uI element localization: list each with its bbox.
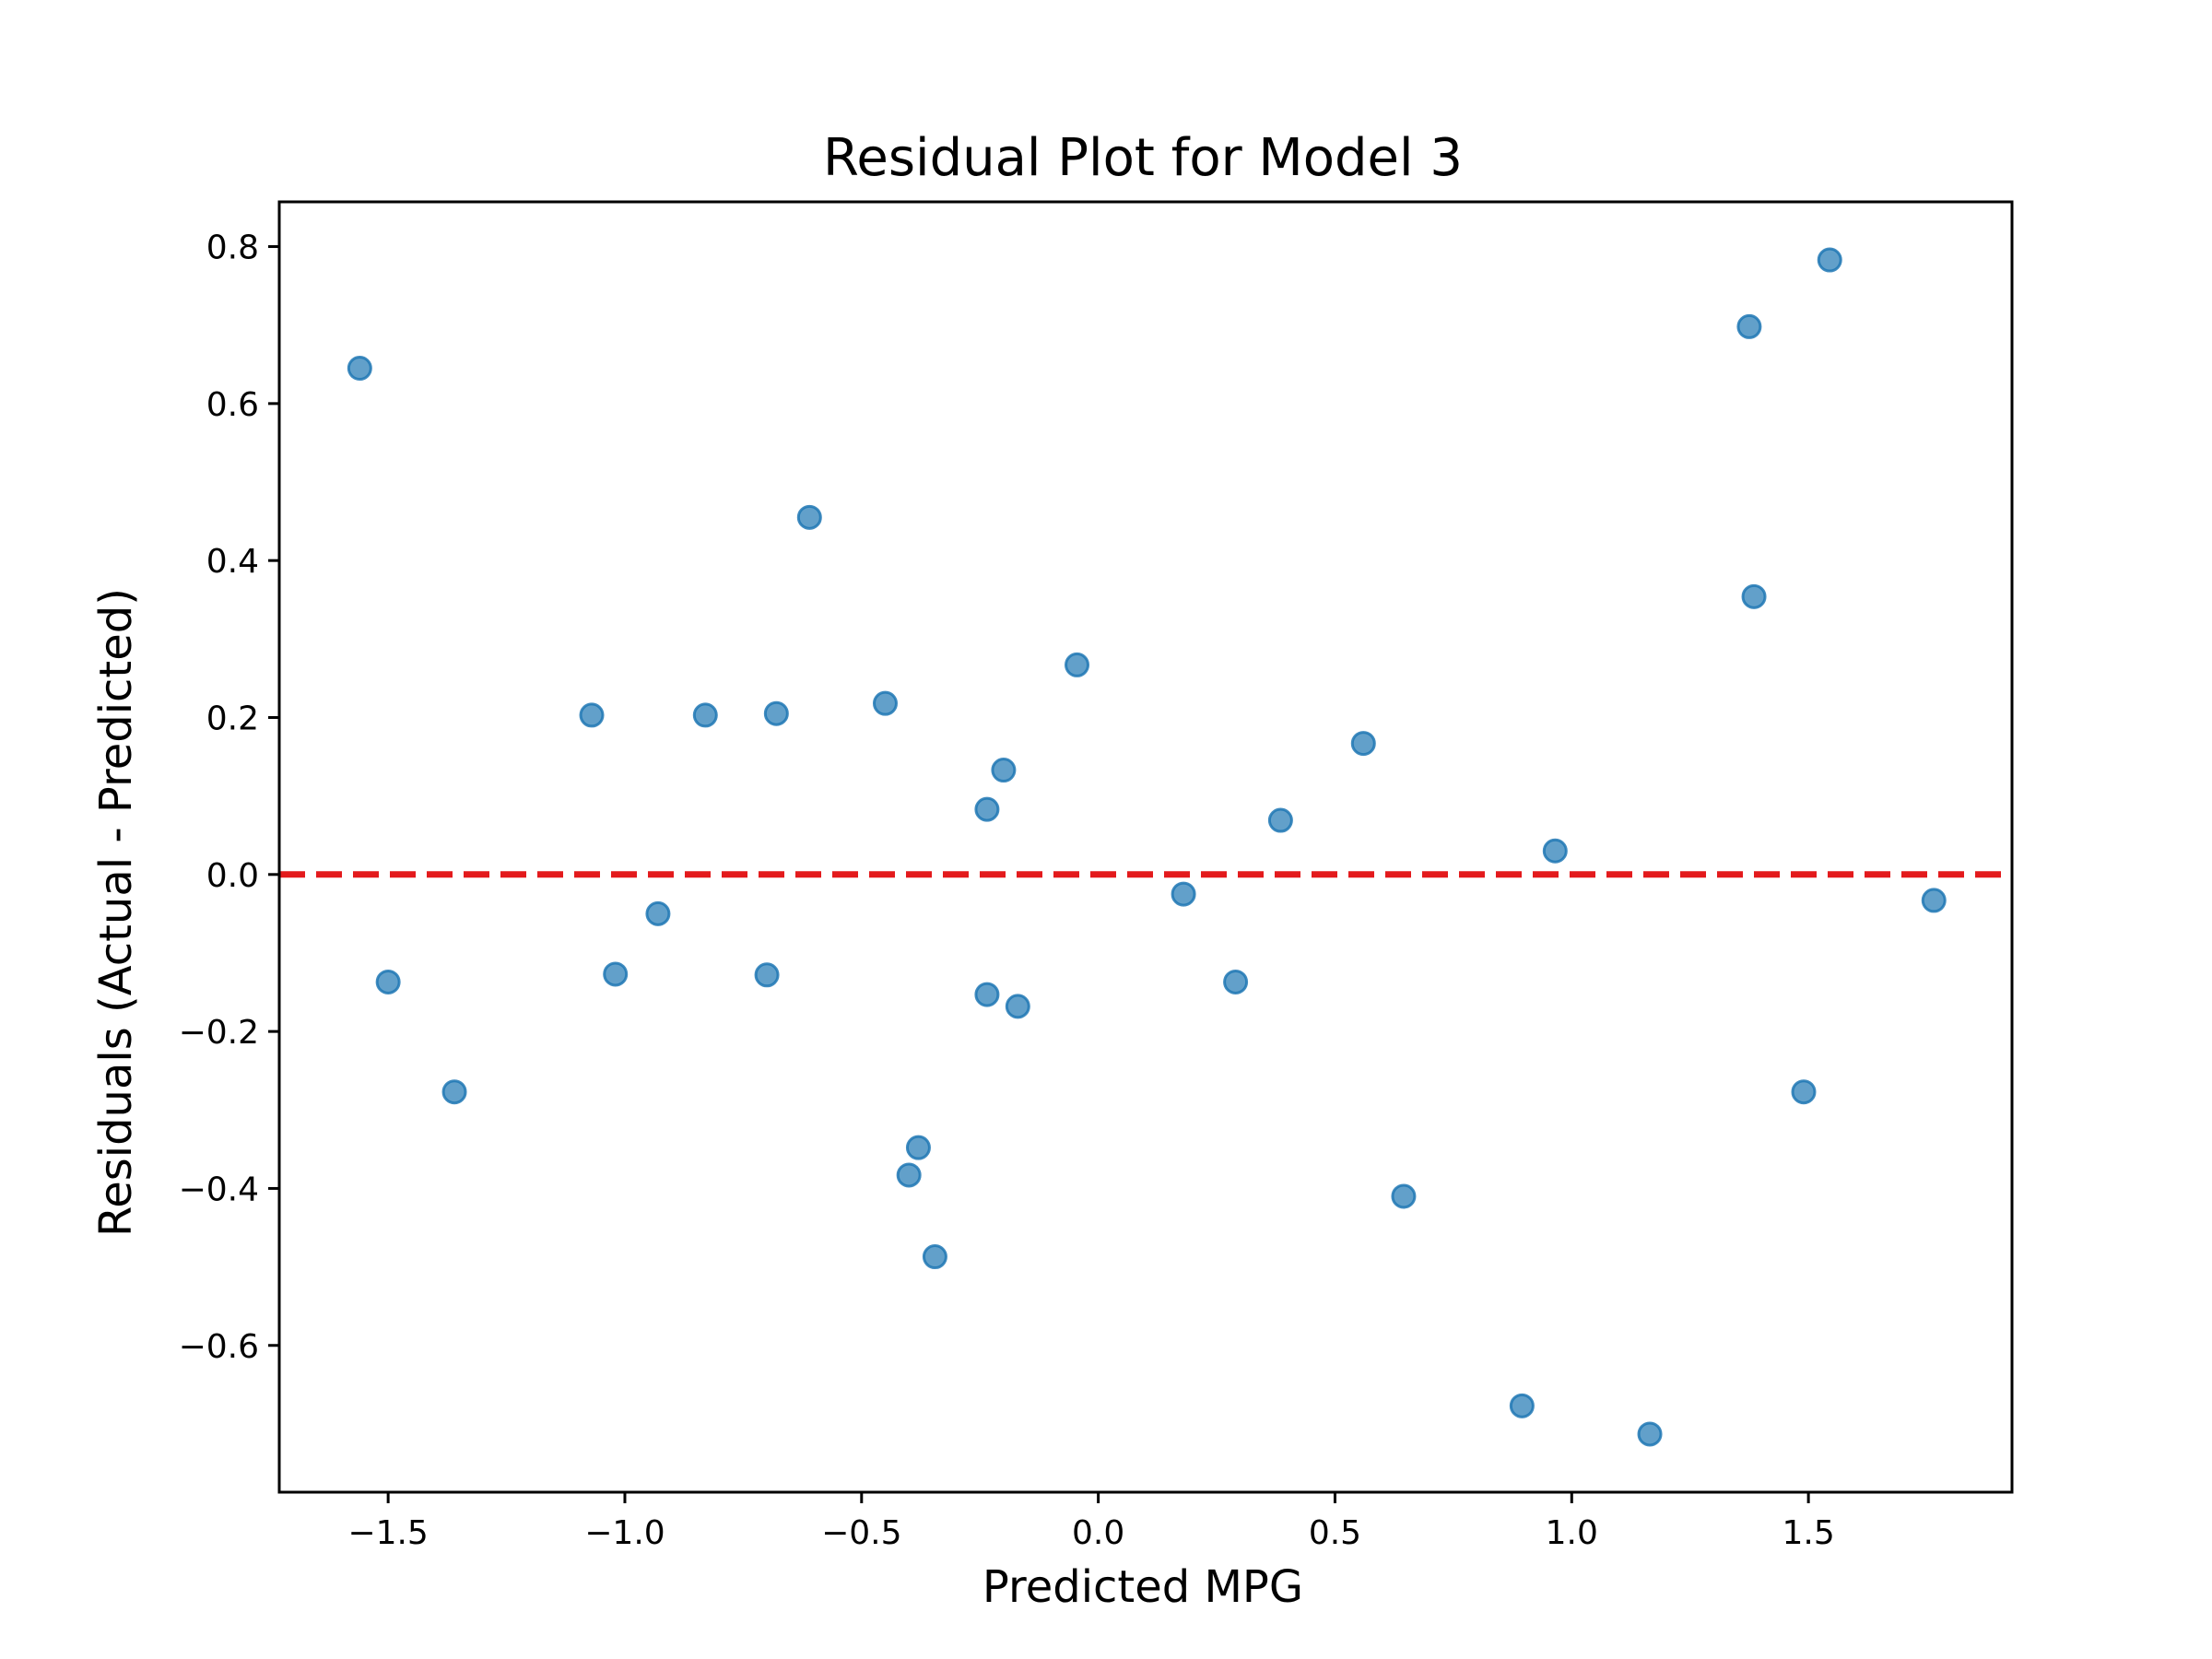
data-point-23: [1391, 1183, 1417, 1209]
data-point-0: [347, 356, 372, 382]
data-point-19: [1171, 881, 1196, 907]
data-point-26: [1637, 1421, 1663, 1447]
data-point-16: [991, 758, 1017, 783]
data-point-29: [1791, 1079, 1817, 1105]
data-point-25: [1542, 838, 1568, 864]
data-point-27: [1736, 313, 1762, 339]
data-point-7: [754, 962, 780, 988]
data-point-14: [974, 796, 1000, 822]
x-tick-label: −0.5: [821, 1514, 901, 1552]
y-tick-label: −0.6: [179, 1328, 259, 1366]
data-point-2: [441, 1079, 467, 1105]
chart-title: Residual Plot for Model 3: [823, 128, 1463, 188]
plot-frame: [277, 200, 2014, 1494]
data-point-30: [1817, 247, 1842, 273]
x-tick-label: 0.0: [1072, 1514, 1124, 1552]
data-point-1: [375, 969, 401, 994]
y-tick-label: 0.2: [206, 700, 259, 737]
y-tick-label: −0.2: [179, 1014, 259, 1052]
data-point-12: [905, 1135, 931, 1160]
data-point-17: [1005, 994, 1030, 1019]
data-point-4: [603, 961, 629, 987]
data-point-18: [1065, 652, 1090, 677]
data-point-6: [692, 702, 718, 728]
data-point-11: [896, 1162, 922, 1188]
data-point-8: [763, 700, 789, 726]
data-point-5: [645, 900, 671, 926]
x-tick-label: −1.0: [584, 1514, 665, 1552]
data-point-3: [579, 702, 605, 728]
y-tick-label: 0.0: [206, 857, 259, 895]
x-tick-label: −1.5: [347, 1514, 428, 1552]
data-point-31: [1921, 888, 1947, 913]
y-tick-label: 0.6: [206, 386, 259, 424]
data-point-10: [872, 690, 898, 716]
data-point-24: [1509, 1393, 1535, 1418]
x-tick-label: 0.5: [1309, 1514, 1361, 1552]
data-point-9: [796, 504, 822, 530]
data-point-21: [1267, 807, 1293, 833]
x-tick-label: 1.5: [1782, 1514, 1834, 1552]
data-point-15: [974, 982, 1000, 1007]
y-tick-label: 0.4: [206, 543, 259, 581]
y-tick-label: 0.8: [206, 229, 259, 267]
data-point-28: [1741, 583, 1767, 609]
data-point-22: [1350, 731, 1376, 757]
data-point-13: [922, 1244, 947, 1270]
x-tick-label: 1.0: [1546, 1514, 1598, 1552]
x-axis-label: Predicted MPG: [982, 1561, 1303, 1613]
y-axis-label: Residuals (Actual - Predicted): [90, 588, 142, 1237]
y-tick-label: −0.4: [179, 1171, 259, 1208]
data-point-20: [1223, 969, 1249, 994]
